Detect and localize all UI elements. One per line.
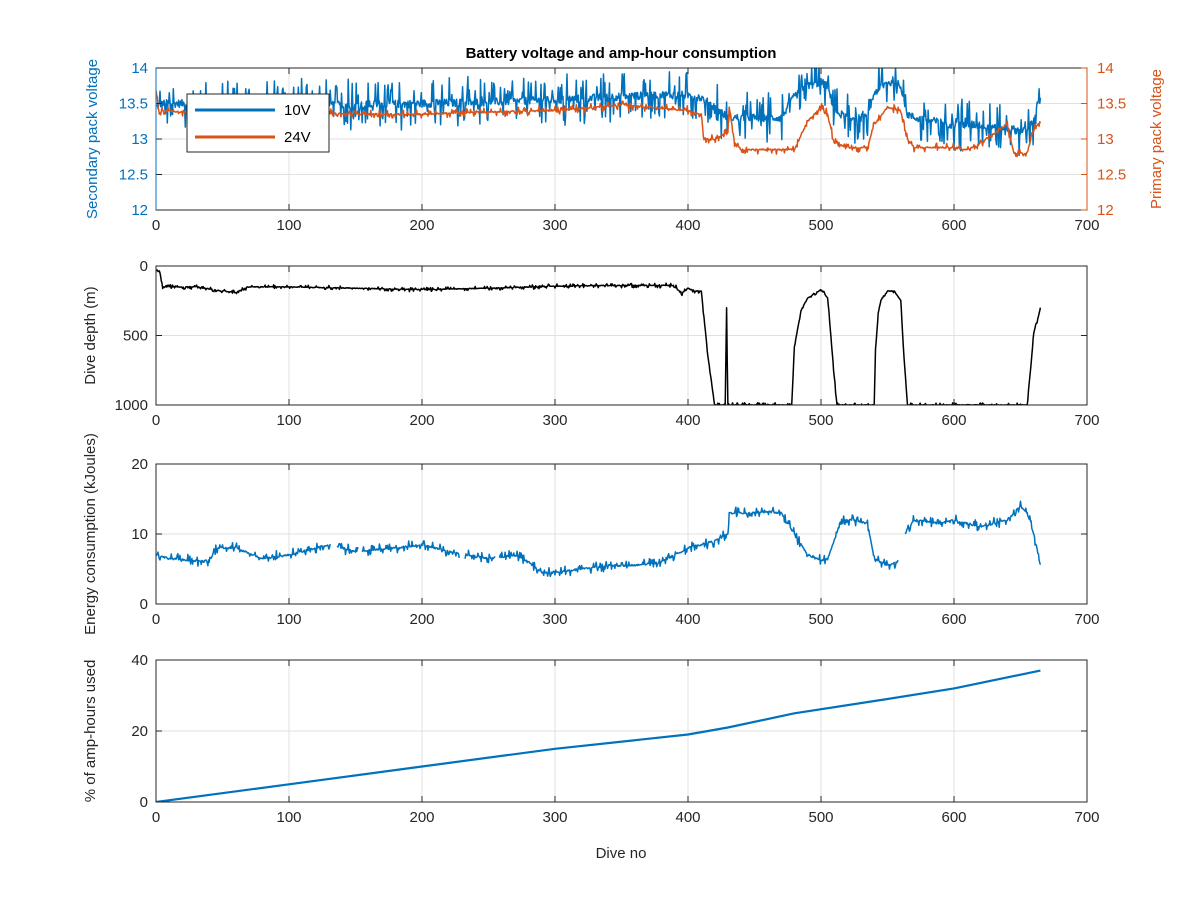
x-tick-label: 300 [542, 611, 567, 628]
x-tick-label: 100 [276, 611, 301, 628]
x-tick-label: 500 [808, 412, 833, 429]
x-tick-label: 700 [1074, 611, 1099, 628]
y-tick-label: 0 [140, 794, 148, 811]
x-tick-label: 200 [409, 611, 434, 628]
y-axis-label: Secondary pack voltage [84, 59, 101, 219]
y-tick-label: 12 [131, 202, 148, 219]
x-tick-label: 100 [276, 412, 301, 429]
x-tick-label: 0 [152, 217, 160, 234]
figure-title: Battery voltage and amp-hour consumption [466, 45, 777, 62]
x-tick-label: 600 [941, 412, 966, 429]
x-tick-label: 200 [409, 217, 434, 234]
legend-label-10v: 10V [284, 102, 311, 119]
y-tick-label: 40 [131, 652, 148, 669]
y-axis-label: % of amp-hours used [82, 660, 99, 803]
series-line-1 [156, 269, 1042, 405]
x-tick-label: 600 [941, 217, 966, 234]
x-tick-label: 300 [542, 412, 567, 429]
y-right-tick-label: 13.5 [1097, 96, 1126, 113]
y-tick-label: 0 [140, 596, 148, 613]
y-axis-label-right: Primary pack voltage [1148, 69, 1165, 209]
y-tick-label: 10 [131, 526, 148, 543]
y-axis-label: Dive depth (m) [82, 286, 99, 384]
y-tick-label: 14 [131, 60, 148, 77]
y-right-tick-label: 13 [1097, 131, 1114, 148]
x-tick-label: 700 [1074, 809, 1099, 826]
x-tick-label: 200 [409, 809, 434, 826]
y-tick-label: 20 [131, 723, 148, 740]
y-axis-label: Energy consumption (kJoules) [82, 433, 99, 635]
y-tick-label: 13.5 [119, 96, 148, 113]
x-tick-label: 0 [152, 611, 160, 628]
chart-panel-4: 0 100 200 300 400 500 600 700 0 20 40 % of amp-hour… [82, 652, 1100, 826]
x-tick-label: 400 [675, 217, 700, 234]
y-right-tick-label: 14 [1097, 60, 1114, 77]
chart-panel-2: 0 100 200 300 400 500 600 700 0 500 1000 Dive depth… [82, 258, 1100, 429]
y-right-tick-label: 12 [1097, 202, 1114, 219]
series-line-1 [156, 500, 1042, 578]
x-tick-label: 600 [941, 809, 966, 826]
x-tick-label: 100 [276, 217, 301, 234]
y-tick-label: 20 [131, 456, 148, 473]
y-tick-label: 0 [140, 258, 148, 275]
x-tick-label: 400 [675, 611, 700, 628]
y-tick-label: 1000 [115, 397, 148, 414]
x-tick-label: 500 [808, 611, 833, 628]
y-tick-label: 12.5 [119, 167, 148, 184]
chart-panels: 0 100 200 300 400 500 600 7001212.51313.5141212… [82, 59, 1165, 826]
x-tick-label: 600 [941, 611, 966, 628]
series-line-1 [156, 669, 1041, 802]
series-group [156, 269, 1042, 405]
x-axis-label: Dive no [596, 845, 647, 862]
x-tick-label: 400 [675, 412, 700, 429]
y-tick-label: 13 [131, 131, 148, 148]
x-tick-label: 400 [675, 809, 700, 826]
legend: 10V 24V [186, 93, 330, 153]
x-tick-label: 0 [152, 412, 160, 429]
series-group [156, 500, 1042, 578]
x-tick-label: 500 [808, 809, 833, 826]
x-tick-label: 500 [808, 217, 833, 234]
x-tick-label: 0 [152, 809, 160, 826]
series-group [156, 669, 1041, 802]
y-tick-label: 500 [123, 328, 148, 345]
chart-panel-3: 0 100 200 300 400 500 600 700 0 10 20 Energy consum… [82, 433, 1100, 635]
legend-box [186, 93, 330, 153]
x-tick-label: 200 [409, 412, 434, 429]
chart-panel-1: 0 100 200 300 400 500 600 7001212.51313.5141212… [84, 59, 1165, 234]
x-tick-label: 100 [276, 809, 301, 826]
x-tick-label: 700 [1074, 217, 1099, 234]
x-tick-label: 300 [542, 809, 567, 826]
x-tick-label: 300 [542, 217, 567, 234]
x-tick-label: 700 [1074, 412, 1099, 429]
legend-label-24v: 24V [284, 129, 311, 146]
y-right-tick-label: 12.5 [1097, 167, 1126, 184]
